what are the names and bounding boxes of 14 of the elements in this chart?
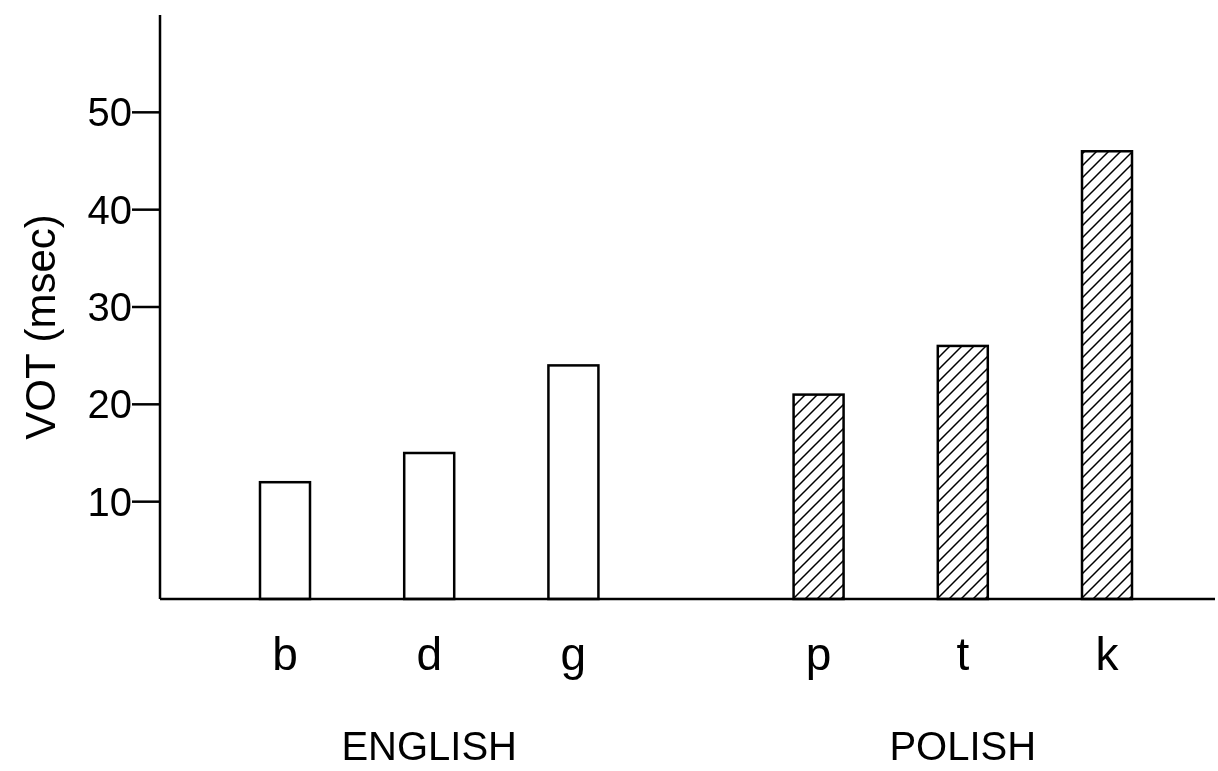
y-tick-label: 20 <box>87 382 132 427</box>
y-tick-label: 40 <box>87 187 132 232</box>
x-tick-label: p <box>805 628 832 680</box>
text: POLISH <box>889 724 1037 768</box>
y-tick-label: 10 <box>87 479 132 524</box>
y-tick-label: 50 <box>87 90 132 135</box>
x-tick-label: t <box>956 628 970 680</box>
text: ENGLISH <box>341 724 518 768</box>
x-tick-label: g <box>560 628 587 680</box>
x-tick-label: b <box>272 628 298 680</box>
y-axis-title: VOT (msec) <box>17 214 64 440</box>
x-tick-label: k <box>1095 628 1120 680</box>
x-tick-label: d <box>416 628 443 680</box>
y-tick-label: 30 <box>87 285 132 329</box>
